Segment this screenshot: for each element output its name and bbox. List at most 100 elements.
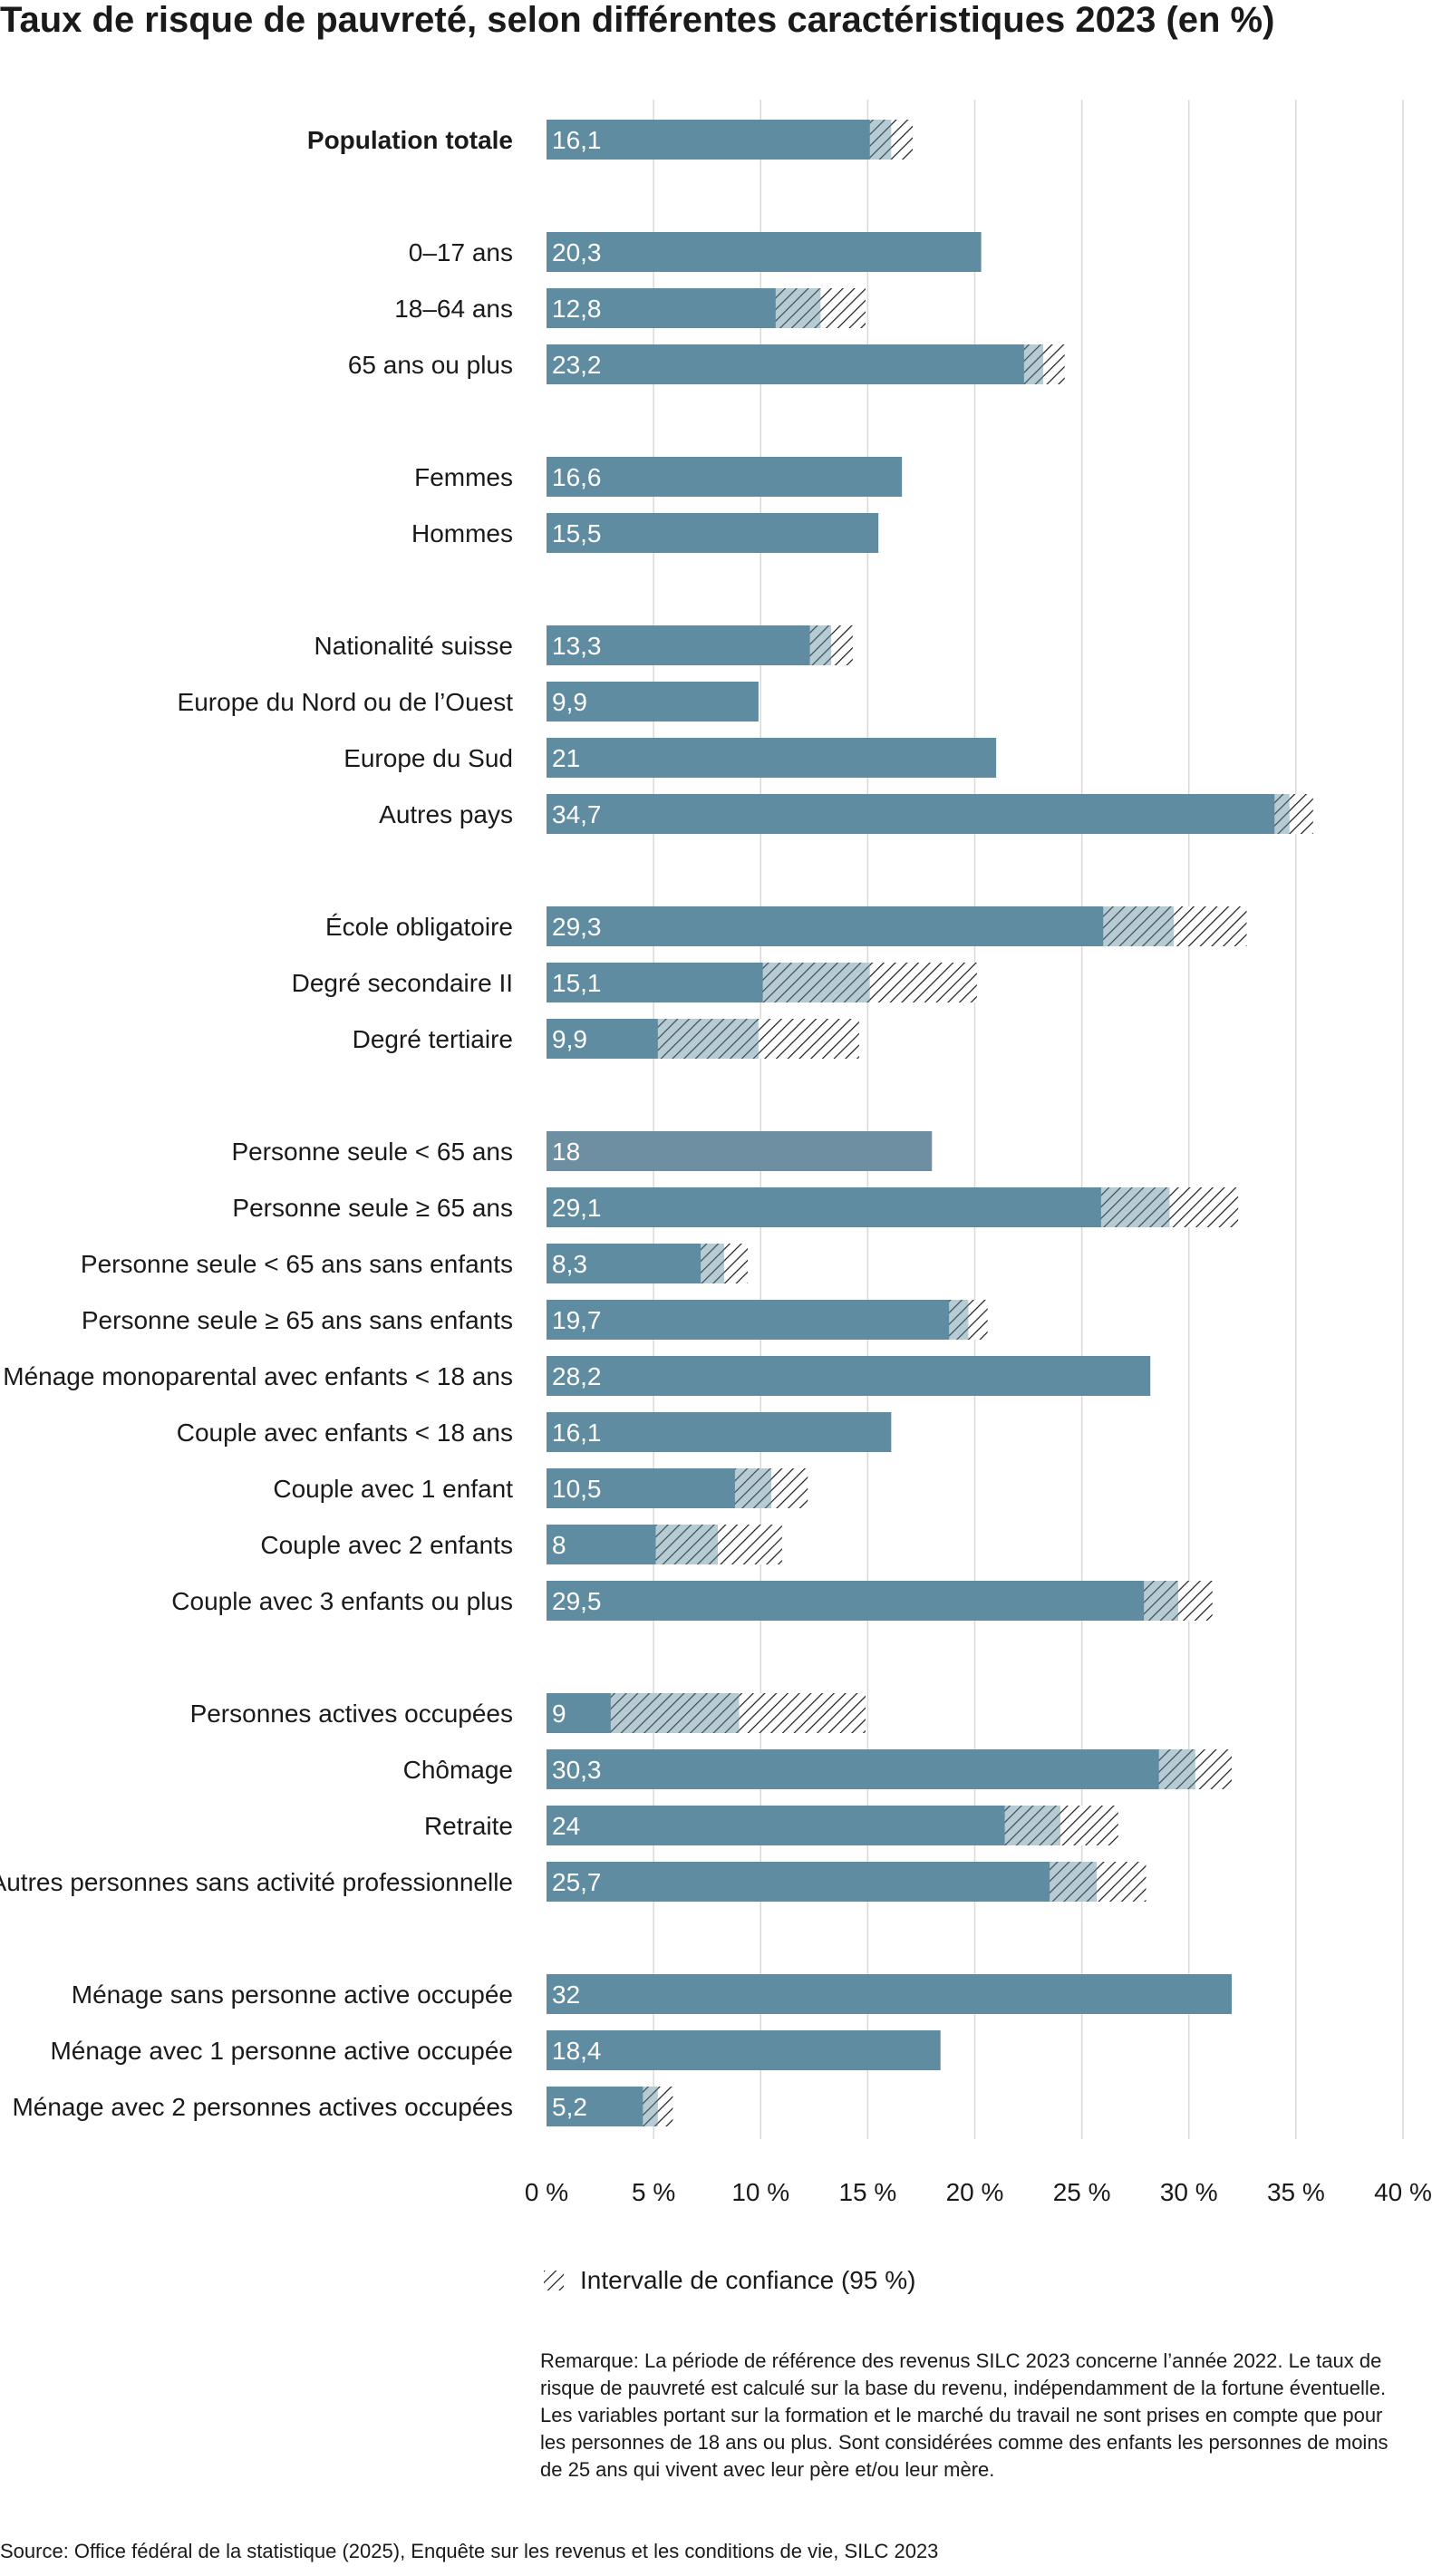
x-tick-label: 15 % [838, 2178, 896, 2206]
confidence-interval-upper [718, 1525, 782, 1564]
remark-heading: Remarque: [540, 2349, 639, 2372]
bar [547, 457, 903, 497]
confidence-interval-lower [1100, 1187, 1170, 1227]
category-label: Ménage sans personne active occupée [72, 1980, 513, 2009]
category-label: Personne seule ≥ 65 ans sans enfants [82, 1306, 513, 1334]
bar-value-label: 10,5 [552, 1475, 602, 1503]
category-label: École obligatoire [325, 913, 513, 941]
confidence-interval-lower [1004, 1806, 1060, 1845]
bar-value-label: 23,2 [552, 351, 602, 379]
bar [547, 288, 821, 328]
confidence-interval-upper [831, 625, 853, 665]
bar-value-label: 34,7 [552, 800, 602, 828]
confidence-interval-upper [820, 288, 866, 328]
legend-label: Intervalle de confiance (95 %) [580, 2266, 916, 2294]
bar-value-label: 29,3 [552, 913, 602, 941]
confidence-interval-upper [869, 963, 977, 1002]
category-label: Chômage [403, 1756, 513, 1784]
confidence-interval-lower [657, 1019, 759, 1059]
bar [547, 1244, 725, 1283]
confidence-interval-upper [657, 2087, 673, 2126]
confidence-interval-lower [1144, 1581, 1178, 1621]
confidence-interval-upper [758, 1019, 859, 1059]
confidence-interval-lower [643, 2087, 658, 2126]
category-label: Autres pays [379, 800, 513, 828]
remark-text: La période de référence des revenus SILC… [540, 2349, 1388, 2481]
category-label: Degré tertiaire [353, 1025, 513, 1053]
confidence-interval-upper [724, 1244, 749, 1283]
confidence-interval-upper [1174, 906, 1247, 946]
confidence-interval-upper [891, 120, 913, 160]
bar-value-label: 21 [552, 744, 580, 772]
bar [547, 2030, 941, 2070]
bar [547, 625, 832, 665]
bar [547, 906, 1175, 946]
confidence-interval-upper [1195, 1749, 1232, 1789]
category-label: Hommes [411, 519, 513, 547]
bar [547, 2087, 658, 2126]
confidence-interval-upper [739, 1693, 866, 1733]
category-label: Degré secondaire II [292, 969, 513, 997]
confidence-interval-lower [1274, 794, 1290, 834]
bar-value-label: 30,3 [552, 1756, 602, 1784]
confidence-interval-lower [734, 1468, 772, 1508]
bar-value-label: 8 [552, 1531, 566, 1559]
bar-value-label: 25,7 [552, 1868, 602, 1896]
confidence-interval-upper [1289, 794, 1313, 834]
confidence-interval-upper [1043, 344, 1065, 384]
category-label: Couple avec 2 enfants [260, 1531, 513, 1559]
category-label: Femmes [414, 463, 513, 491]
category-label: Couple avec enfants < 18 ans [177, 1419, 513, 1447]
bar-value-label: 16,6 [552, 463, 602, 491]
x-tick-label: 10 % [731, 2178, 789, 2206]
category-label: Personne seule < 65 ans [231, 1138, 513, 1166]
bar-value-label: 8,3 [552, 1250, 587, 1278]
confidence-interval-upper [1177, 1581, 1213, 1621]
bar-value-label: 29,1 [552, 1194, 602, 1222]
category-label: 18–64 ans [394, 295, 513, 323]
bar-value-label: 18 [552, 1138, 580, 1166]
category-label: Personne seule < 65 ans sans enfants [81, 1250, 513, 1278]
category-label: 0–17 ans [409, 238, 513, 266]
confidence-interval-lower [949, 1300, 969, 1340]
bar [547, 1806, 1060, 1845]
bar-value-label: 24 [552, 1812, 580, 1840]
bar [547, 1300, 969, 1340]
x-tick-label: 25 % [1053, 2178, 1111, 2206]
bar [547, 1131, 933, 1171]
remark-note: Remarque: La période de référence des re… [540, 2348, 1392, 2484]
bar [547, 1974, 1232, 2014]
grid-lines [653, 100, 1404, 2139]
bar-value-label: 9,9 [552, 688, 587, 716]
category-labels: Population totale 0–17 ans 18–64 ans 65 ans… [0, 126, 513, 2121]
bar [547, 1356, 1151, 1396]
category-label: Retraite [424, 1812, 513, 1840]
category-label: Europe du Nord ou de l’Ouest [178, 688, 514, 716]
category-label: Population totale [307, 126, 513, 154]
bar-value-label: 19,7 [552, 1306, 602, 1334]
category-label: Couple avec 1 enfant [273, 1475, 513, 1503]
category-label: 65 ans ou plus [348, 351, 513, 379]
confidence-interval-upper [1097, 1862, 1147, 1902]
bar-value-label: 18,4 [552, 2037, 602, 2065]
confidence-interval-upper [1169, 1187, 1239, 1227]
confidence-interval-lower [775, 288, 821, 328]
bar-value-label: 5,2 [552, 2093, 587, 2121]
bar-value-label: 16,1 [552, 126, 602, 154]
bar-value-label: 16,1 [552, 1419, 602, 1447]
source-note: Source: Office fédéral de la statistique… [0, 2540, 939, 2562]
x-tick-label: 40 % [1374, 2178, 1432, 2206]
bar-value-label: 20,3 [552, 238, 602, 266]
bar-value-label: 12,8 [552, 295, 602, 323]
confidence-interval-lower [610, 1693, 740, 1733]
confidence-interval-lower [655, 1525, 718, 1564]
x-axis-ticks: 0 % 5 % 10 % 15 % 20 % 25 % 30 % 35 % 40 % [525, 2178, 1432, 2206]
bar [547, 513, 879, 553]
category-label: Autres personnes sans activité professio… [0, 1868, 513, 1896]
x-tick-label: 30 % [1160, 2178, 1218, 2206]
bar [547, 120, 892, 160]
bar-value-label: 15,1 [552, 969, 602, 997]
bar [547, 682, 759, 721]
confidence-interval-upper [1060, 1806, 1118, 1845]
bar [547, 232, 982, 272]
